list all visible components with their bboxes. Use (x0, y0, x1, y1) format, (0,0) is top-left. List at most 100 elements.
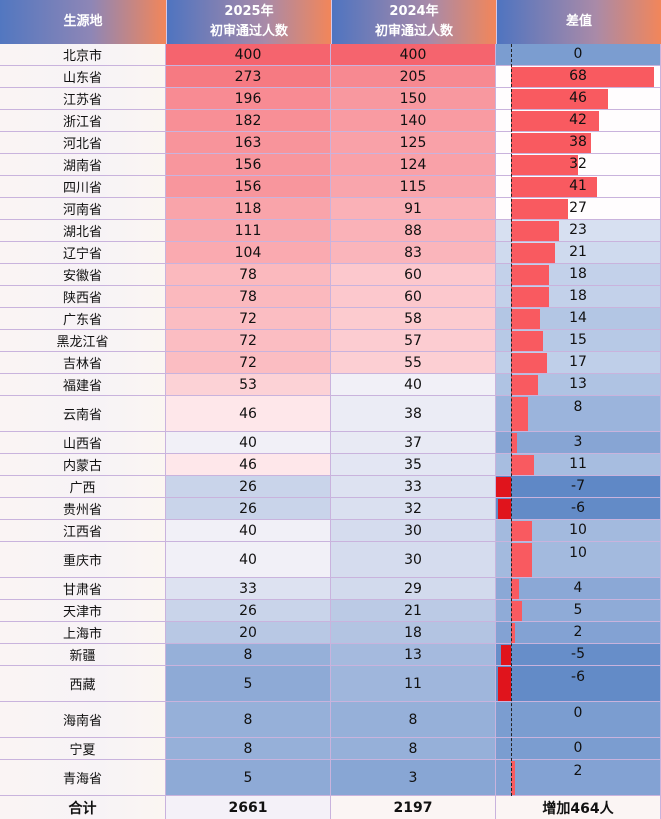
value-2024-cell: 35 (331, 454, 496, 476)
diff-bar (511, 623, 516, 643)
diff-value: 5 (573, 602, 583, 618)
value-2025-cell: 273 (166, 66, 331, 88)
value-2025-cell: 400 (166, 44, 331, 66)
value-2024-cell: 88 (331, 220, 496, 242)
diff-bar (511, 375, 539, 395)
header-2025: 2025年 初审通过人数 (166, 0, 331, 44)
value-2025-cell: 26 (166, 476, 331, 498)
region-cell: 新疆 (0, 644, 166, 666)
value-2025-cell: 78 (166, 264, 331, 286)
region-cell: 广西 (0, 476, 166, 498)
value-2025-cell: 78 (166, 286, 331, 308)
region-cell: 湖南省 (0, 154, 166, 176)
value-2025-cell: 182 (166, 110, 331, 132)
total-label: 合计 (0, 796, 166, 819)
value-2024-cell: 57 (331, 330, 496, 352)
value-2025-cell: 163 (166, 132, 331, 154)
value-2024-cell: 125 (331, 132, 496, 154)
diff-bar (511, 543, 532, 577)
value-2025-cell: 156 (166, 154, 331, 176)
region-cell: 西藏 (0, 666, 166, 702)
value-2024-cell: 58 (331, 308, 496, 330)
region-cell: 山东省 (0, 66, 166, 88)
region-cell: 重庆市 (0, 542, 166, 578)
value-2024-cell: 21 (331, 600, 496, 622)
value-2024-cell: 60 (331, 286, 496, 308)
total-2024: 2197 (331, 796, 496, 819)
diff-bar (511, 243, 556, 263)
diff-value: -6 (571, 669, 585, 685)
diff-cell (496, 760, 661, 796)
value-2025-cell: 46 (166, 454, 331, 476)
value-2025-cell: 53 (166, 374, 331, 396)
diff-bar (511, 331, 543, 351)
header-diff-label: 差值 (565, 14, 592, 29)
region-cell: 江西省 (0, 520, 166, 542)
value-2024-cell: 55 (331, 352, 496, 374)
diff-bar (496, 477, 511, 497)
diff-bar (511, 155, 579, 175)
region-cell: 浙江省 (0, 110, 166, 132)
region-cell: 青海省 (0, 760, 166, 796)
diff-value: -6 (571, 500, 585, 516)
region-cell: 海南省 (0, 702, 166, 738)
diff-bar (511, 265, 549, 285)
value-2024-cell: 33 (331, 476, 496, 498)
diff-value: 13 (569, 376, 587, 392)
diff-value: 23 (569, 222, 587, 238)
region-cell: 山西省 (0, 432, 166, 454)
value-2024-cell: 140 (331, 110, 496, 132)
header-region: 生源地 (0, 0, 166, 44)
header-2025-desc: 初审通过人数 (209, 24, 288, 39)
header-2024: 2024年 初审通过人数 (331, 0, 496, 44)
value-2024-cell: 3 (331, 760, 496, 796)
value-2025-cell: 33 (166, 578, 331, 600)
value-2024-cell: 205 (331, 66, 496, 88)
region-cell: 云南省 (0, 396, 166, 432)
value-2024-cell: 32 (331, 498, 496, 520)
value-2025-cell: 26 (166, 498, 331, 520)
value-2024-cell: 124 (331, 154, 496, 176)
diff-bar (511, 309, 541, 329)
value-2024-cell: 83 (331, 242, 496, 264)
diff-value: 15 (569, 332, 587, 348)
value-2024-cell: 150 (331, 88, 496, 110)
region-cell: 河南省 (0, 198, 166, 220)
diff-bar (511, 455, 535, 475)
diff-value: 11 (569, 456, 587, 472)
zero-axis-line (511, 44, 512, 796)
value-2024-cell: 60 (331, 264, 496, 286)
region-cell: 福建省 (0, 374, 166, 396)
diff-value: 42 (569, 112, 587, 128)
diff-bar (511, 133, 591, 153)
value-2025-cell: 40 (166, 520, 331, 542)
diff-value: 0 (573, 705, 583, 721)
diff-cell (496, 702, 661, 738)
header-diff: 差值 (496, 0, 661, 44)
value-2024-cell: 91 (331, 198, 496, 220)
diff-value: 2 (573, 624, 583, 640)
region-cell: 吉林省 (0, 352, 166, 374)
diff-value: -7 (571, 478, 585, 494)
value-2024-cell: 30 (331, 542, 496, 578)
diff-value: 38 (569, 134, 587, 150)
diff-value: 18 (569, 266, 587, 282)
diff-value: 4 (573, 580, 583, 596)
diff-value: 3 (573, 434, 583, 450)
value-2025-cell: 20 (166, 622, 331, 644)
value-2024-cell: 8 (331, 738, 496, 760)
value-2025-cell: 26 (166, 600, 331, 622)
value-2025-cell: 5 (166, 666, 331, 702)
diff-bar (511, 353, 547, 373)
diff-cell (496, 666, 661, 702)
value-2025-cell: 5 (166, 760, 331, 796)
value-2024-cell: 11 (331, 666, 496, 702)
region-cell: 陕西省 (0, 286, 166, 308)
value-2024-cell: 115 (331, 176, 496, 198)
region-cell: 黑龙江省 (0, 330, 166, 352)
value-2025-cell: 111 (166, 220, 331, 242)
diff-value: 10 (569, 522, 587, 538)
region-cell: 甘肃省 (0, 578, 166, 600)
diff-value: 32 (569, 156, 587, 172)
